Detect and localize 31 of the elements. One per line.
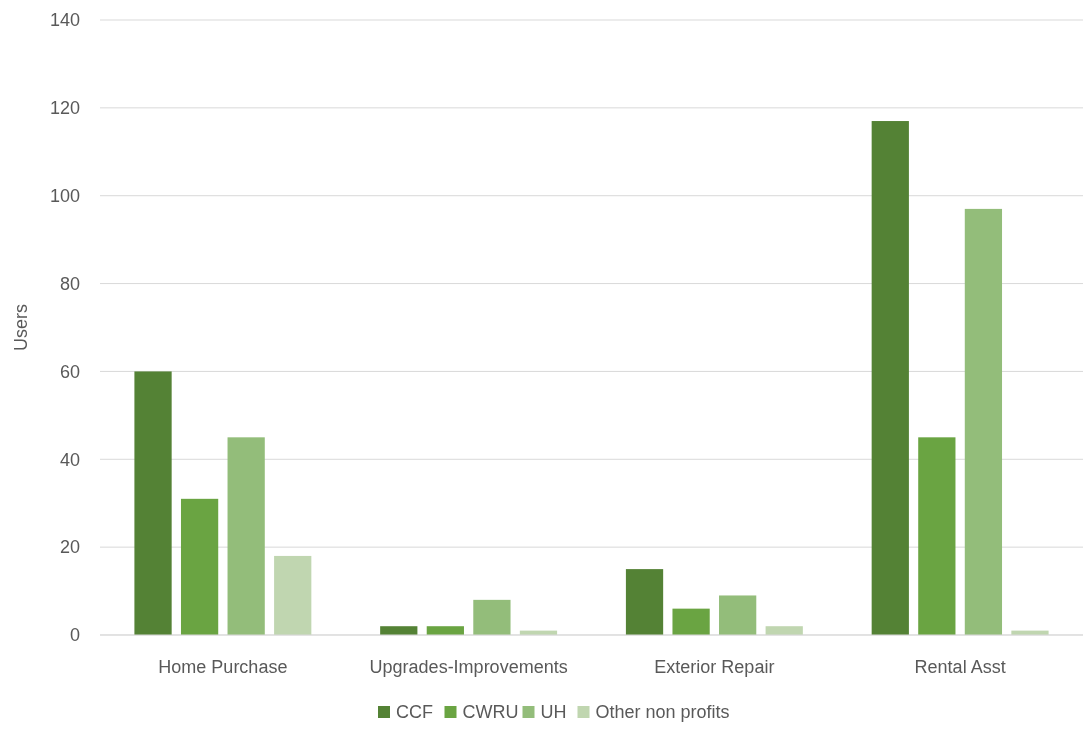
bar <box>426 626 464 635</box>
x-tick-label: Upgrades-Improvements <box>369 657 568 677</box>
x-tick-label: Exterior Repair <box>654 657 775 677</box>
bar <box>871 121 909 635</box>
y-tick-label: 60 <box>59 361 80 382</box>
bar <box>473 599 511 635</box>
y-tick-label: 120 <box>49 98 80 119</box>
legend-label: Other non profits <box>595 702 730 722</box>
bar <box>134 371 172 635</box>
y-axis-title: Users <box>11 303 31 352</box>
bar <box>180 498 219 635</box>
legend-label: CWRU <box>462 702 519 722</box>
bar <box>227 437 265 635</box>
x-tick-label: Rental Asst <box>914 657 1006 677</box>
bar <box>274 555 312 635</box>
bar <box>672 608 710 635</box>
bar <box>918 437 956 635</box>
y-tick-label: 20 <box>59 537 80 558</box>
y-tick-label: 40 <box>59 449 80 470</box>
bar <box>765 626 803 635</box>
y-tick-label: 0 <box>69 625 80 646</box>
legend-label: CCF <box>396 702 433 722</box>
bar <box>625 569 664 635</box>
bar <box>719 595 757 635</box>
y-tick-label: 80 <box>59 273 80 294</box>
bar <box>964 208 1003 635</box>
bar <box>380 626 418 635</box>
y-tick-label: 140 <box>49 10 80 31</box>
x-tick-label: Home Purchase <box>158 657 288 677</box>
y-tick-label: 100 <box>49 186 80 207</box>
legend-label: UH <box>540 702 567 722</box>
